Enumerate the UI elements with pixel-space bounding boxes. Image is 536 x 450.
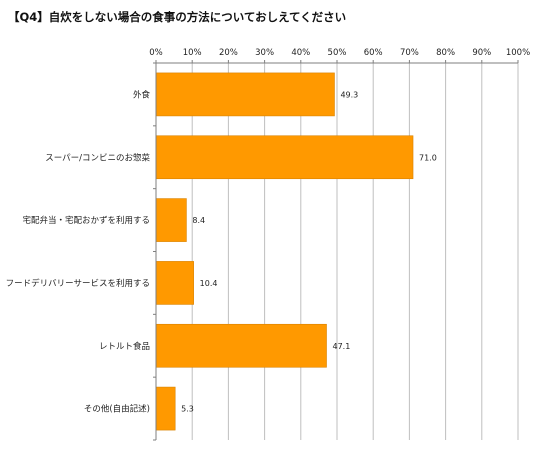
x-tick-label-70: 70% bbox=[400, 48, 419, 58]
data-label-4: 10.4 bbox=[200, 279, 218, 288]
category-label-6: その他(自由記述) bbox=[84, 404, 150, 415]
category-labels: 外食スーパー/コンビニのお惣菜宅配弁当・宅配おかずを利用するフードデリバリーサー… bbox=[6, 89, 151, 414]
x-tick-label-40: 40% bbox=[291, 48, 310, 58]
x-tick-label-60: 60% bbox=[364, 48, 383, 58]
x-tick-label-0: 0% bbox=[149, 48, 163, 58]
bar-4 bbox=[155, 261, 194, 305]
category-label-2: スーパー/コンビニのお惣菜 bbox=[45, 152, 150, 163]
data-labels: 49.3 71.0 8.4 10.4 47.1 5.3 bbox=[181, 90, 437, 413]
data-label-1: 49.3 bbox=[340, 90, 358, 99]
category-label-4: フードデリバリーサービスを利用する bbox=[6, 278, 150, 289]
data-label-2: 71.0 bbox=[419, 153, 437, 162]
x-tick-label-90: 90% bbox=[472, 48, 491, 58]
x-tick-label-10: 10% bbox=[183, 48, 202, 58]
x-tick-label-100: 100% bbox=[506, 48, 530, 58]
x-tick-label-20: 20% bbox=[219, 48, 238, 58]
chart-title: 【Q4】自炊をしない場合の食事の方法についておしえてください bbox=[8, 10, 346, 24]
data-label-3: 8.4 bbox=[192, 216, 205, 225]
category-label-5: レトルト食品 bbox=[99, 341, 150, 352]
bar-3 bbox=[155, 198, 187, 242]
bar-1 bbox=[155, 72, 335, 117]
bars bbox=[155, 72, 414, 431]
x-tick-label-50: 50% bbox=[328, 48, 347, 58]
category-label-1: 外食 bbox=[133, 89, 151, 100]
axes bbox=[153, 60, 519, 441]
x-tick-label-30: 30% bbox=[255, 48, 274, 58]
grid-lines bbox=[191, 63, 519, 440]
data-label-6: 5.3 bbox=[181, 405, 194, 414]
bar-5 bbox=[155, 323, 327, 368]
x-axis-tick-labels: 0% 10% 20% 30% 40% 50% 60% 70% 80% 90% 100% bbox=[149, 48, 530, 58]
x-tick-label-80: 80% bbox=[436, 48, 455, 58]
bar-6 bbox=[155, 386, 176, 431]
bar-2 bbox=[155, 135, 414, 180]
data-label-5: 47.1 bbox=[333, 342, 351, 351]
category-label-3: 宅配弁当・宅配おかずを利用する bbox=[22, 215, 150, 226]
